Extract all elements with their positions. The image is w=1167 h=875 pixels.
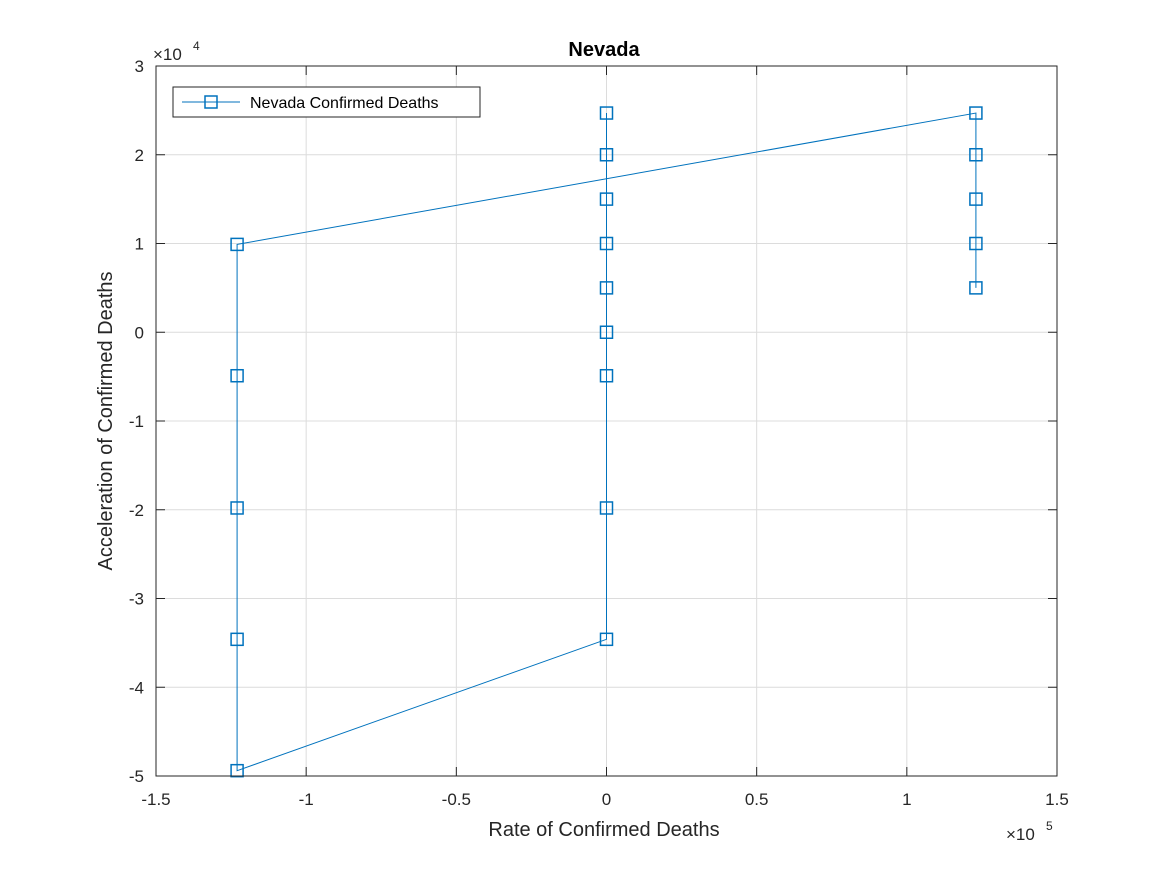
y-tick-label: 1 [135, 235, 144, 254]
y-exponent-base: ×10 [153, 45, 182, 64]
y-tick-label: -3 [129, 590, 144, 609]
y-tick-label: 0 [135, 323, 144, 342]
legend-entry-label: Nevada Confirmed Deaths [250, 95, 439, 112]
x-tick-label: 0.5 [745, 790, 769, 809]
x-exponent-base: ×10 [1006, 825, 1035, 844]
x-axis-label: Rate of Confirmed Deaths [488, 819, 719, 841]
x-tick-label: -0.5 [442, 790, 471, 809]
y-axis-label: Acceleration of Confirmed Deaths [95, 271, 117, 570]
series-layer [230, 106, 983, 778]
legend-marker-square-icon [204, 95, 218, 109]
y-tick-label: 3 [135, 57, 144, 76]
y-tick-label: -4 [129, 678, 144, 697]
data-point-marker [599, 501, 614, 515]
data-point-marker [230, 763, 244, 778]
data-point-marker [969, 236, 983, 251]
data-point-marker [599, 236, 614, 251]
y-tick-label: -2 [129, 501, 144, 520]
data-point-marker [969, 148, 983, 162]
chart-title: Nevada [568, 39, 640, 61]
x-exponent-power: 5 [1046, 819, 1053, 833]
plot-area [155, 65, 1058, 778]
y-tick-label: 2 [135, 146, 144, 165]
x-tick-label: 0 [602, 790, 611, 809]
data-point-marker [599, 106, 614, 120]
data-point-marker [599, 192, 614, 206]
data-point-marker [599, 281, 614, 295]
data-point-marker [969, 106, 983, 120]
data-point-marker [969, 281, 983, 295]
data-point-marker [599, 632, 614, 647]
series-line [236, 112, 977, 772]
data-point-marker [230, 501, 244, 515]
data-point-marker [599, 148, 614, 162]
y-axis-exponent: ×10 4 [153, 39, 200, 64]
x-axis-exponent: ×10 5 [1006, 819, 1053, 844]
x-tick-label: -1.5 [141, 790, 170, 809]
data-point-marker [230, 237, 244, 252]
data-point-marker [230, 632, 244, 647]
data-point-marker [599, 325, 614, 339]
x-tick-label: 1 [902, 790, 911, 809]
x-tick-label: 1.5 [1045, 790, 1069, 809]
data-point-marker [969, 192, 983, 206]
labels: Nevada Rate of Confirmed Deaths Accelera… [95, 39, 1069, 844]
tick-marks [155, 65, 1058, 777]
legend: Nevada Confirmed Deaths [172, 86, 481, 118]
x-tick-label: -1 [299, 790, 314, 809]
y-exponent-power: 4 [193, 39, 200, 53]
data-point-marker [230, 368, 244, 383]
y-tick-label: -1 [129, 412, 144, 431]
data-point-marker [599, 368, 614, 383]
y-tick-label: -5 [129, 767, 144, 786]
